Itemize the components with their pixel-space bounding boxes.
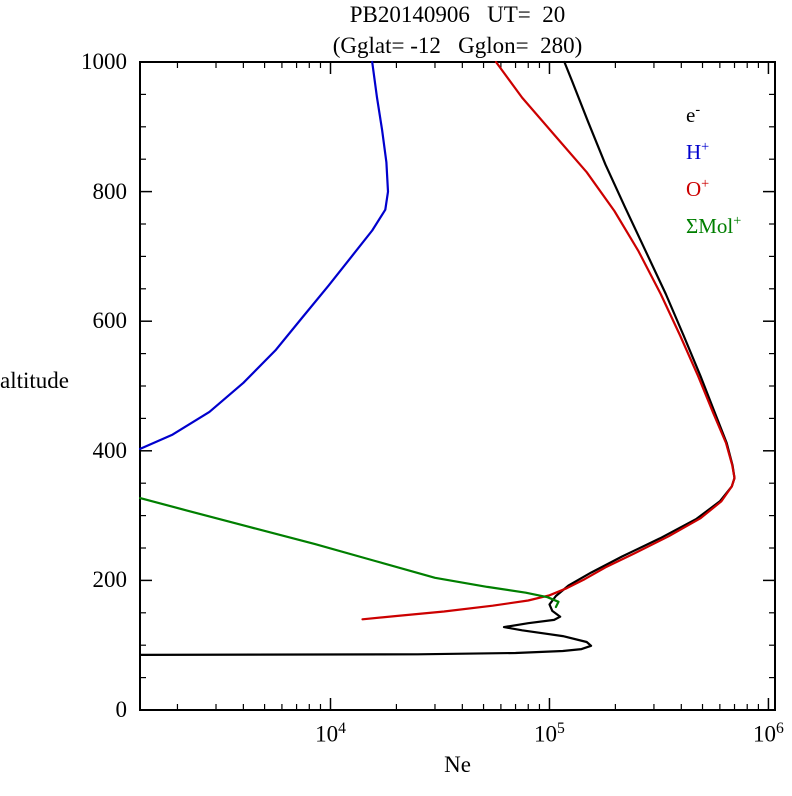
legend-item-e: e- (686, 102, 701, 127)
series-line-Mol+ (139, 497, 560, 609)
series-line-e- (139, 60, 736, 656)
legend-item-O: O+ (686, 176, 710, 201)
y-tick-label: 200 (92, 567, 128, 593)
x-tick-label: 104 (315, 720, 346, 747)
plot-frame (139, 61, 776, 711)
y-tick-label: 800 (92, 178, 128, 204)
y-tick-label: 600 (92, 308, 128, 334)
series-line-O+ (361, 60, 736, 621)
chart-subtitle: (Gglat= -12 Gglon= 280) (332, 33, 583, 58)
legend: e- H+ O+ ΣMol+ (686, 92, 741, 240)
x-tick-label: 106 (753, 720, 784, 747)
legend-item-ΣMol: ΣMol+ (686, 213, 742, 238)
chart-title: PB20140906 UT= 20 (349, 2, 566, 27)
y-axis-label: altitude (0, 368, 69, 393)
y-tick-label: 400 (92, 437, 128, 463)
series-line-H+ (139, 60, 390, 450)
x-axis-label: Ne (444, 752, 471, 777)
y-tick-label: 0 (115, 697, 128, 722)
legend-item-H: H+ (686, 139, 710, 164)
y-tick-label: 1000 (81, 49, 127, 74)
x-tick-label: 105 (534, 720, 565, 747)
